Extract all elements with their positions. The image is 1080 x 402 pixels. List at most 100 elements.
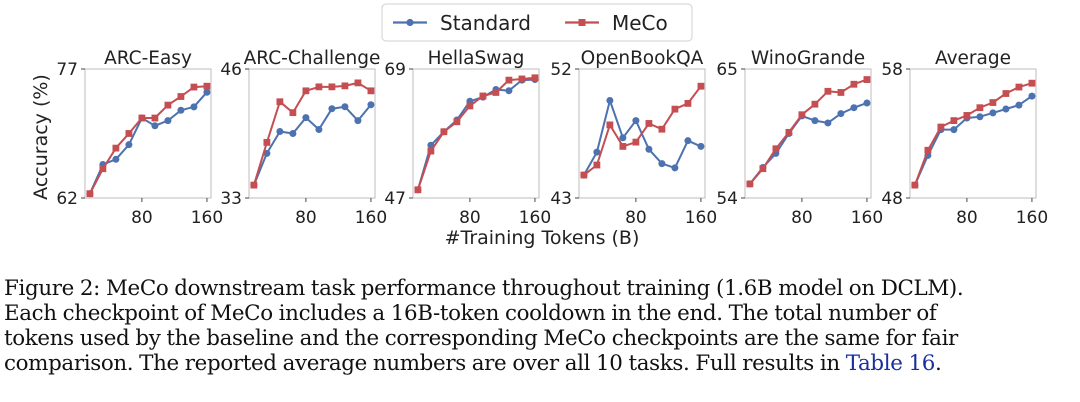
legend-standard-marker <box>406 18 414 27</box>
meco-point <box>466 102 474 110</box>
legend: Standard MeCo <box>381 3 693 42</box>
standard-point <box>289 130 297 137</box>
meco-point <box>759 165 767 173</box>
standard-point <box>354 117 362 125</box>
standard-point <box>190 103 198 111</box>
standard-point <box>1028 92 1036 100</box>
meco-point <box>354 79 362 87</box>
meco-point <box>164 101 172 109</box>
panel-frame <box>909 68 1037 199</box>
meco-point <box>414 186 422 194</box>
meco-point <box>811 100 819 108</box>
meco-point <box>341 82 349 90</box>
standard-point <box>632 117 640 125</box>
caption-line-3: tokens used by the baseline and the corr… <box>4 326 958 351</box>
standard-point <box>1015 101 1023 109</box>
standard-point <box>315 126 323 134</box>
y-axis-label: Accuracy (%) <box>30 74 52 200</box>
meco-point <box>151 114 159 122</box>
y-tick-label: 52 <box>550 60 572 80</box>
y-tick-label: 65 <box>716 60 738 80</box>
meco-point <box>531 74 539 82</box>
caption-line-2: Each checkpoint of MeCo includes a 16B-t… <box>4 301 937 326</box>
y-tick-label: 62 <box>56 189 78 209</box>
panel-title: OpenBookQA <box>581 48 704 69</box>
meco-point <box>99 165 107 173</box>
x-tick-label: 80 <box>459 208 481 228</box>
meco-point <box>367 87 375 95</box>
meco-point <box>911 181 919 189</box>
standard-point <box>671 164 679 172</box>
panel-arc-challenge: ARC-Challenge 33 46 80 160 <box>220 48 387 228</box>
x-tick-label: 160 <box>191 208 223 228</box>
y-tick-label: 77 <box>56 60 78 80</box>
meco-point <box>479 92 487 100</box>
standard-point <box>658 160 666 168</box>
meco-point <box>1015 83 1023 91</box>
panel-title: ARC-Easy <box>104 48 192 69</box>
figure-caption: Figure 2: MeCo downstream task performan… <box>4 276 1076 376</box>
standard-point <box>606 97 614 105</box>
y-tick-label: 46 <box>220 60 242 80</box>
meco-line <box>749 78 868 185</box>
meco-point <box>619 143 627 150</box>
panel-frame <box>578 68 706 199</box>
panel-title: Average <box>935 48 1011 69</box>
x-tick-label: 160 <box>685 208 717 228</box>
legend-meco-label: MeCo <box>612 11 668 35</box>
meco-point <box>177 93 185 100</box>
meco-point <box>785 128 793 136</box>
meco-point <box>203 82 211 90</box>
x-tick-label: 80 <box>131 208 153 228</box>
x-tick-label: 80 <box>295 208 317 228</box>
meco-line <box>416 76 535 191</box>
y-tick-label: 54 <box>716 189 738 209</box>
standard-line <box>583 99 702 176</box>
standard-line <box>88 91 208 195</box>
meco-line <box>583 85 702 176</box>
standard-point <box>863 99 871 107</box>
meco-line <box>89 85 207 195</box>
standard-point <box>976 113 984 121</box>
meco-point <box>263 139 271 146</box>
meco-point <box>593 161 601 169</box>
y-tick-label: 47 <box>384 189 406 209</box>
caption-end: . <box>934 351 942 376</box>
meco-point <box>671 105 679 113</box>
standard-point <box>112 155 120 163</box>
standard-point <box>824 119 832 127</box>
y-tick-label: 69 <box>384 60 406 80</box>
meco-point <box>850 80 858 88</box>
meco-point <box>86 190 94 198</box>
standard-point <box>276 128 284 136</box>
meco-point <box>798 111 806 119</box>
meco-point <box>863 76 871 83</box>
legend-meco-marker <box>578 19 586 26</box>
y-tick-label: 58 <box>881 60 903 80</box>
meco-point <box>746 180 754 188</box>
meco-point <box>427 147 435 155</box>
meco-line <box>913 82 1033 186</box>
standard-point <box>645 145 653 153</box>
meco-point <box>315 83 323 91</box>
meco-point <box>276 98 284 106</box>
meco-point <box>658 125 666 133</box>
caption-line-1: Figure 2: MeCo downstream task performan… <box>4 276 964 301</box>
meco-point <box>963 112 971 119</box>
meco-point <box>328 83 336 91</box>
standard-point <box>367 101 375 109</box>
meco-point <box>518 75 526 83</box>
standard-point <box>697 142 705 150</box>
meco-point <box>632 138 640 146</box>
caption-line-4-text: comparison. The reported average numbers… <box>4 351 846 376</box>
meco-point <box>250 181 258 189</box>
meco-point <box>606 121 614 129</box>
panel-frame <box>412 68 540 199</box>
meco-point <box>684 100 692 107</box>
y-tick-label: 43 <box>550 189 572 209</box>
meco-point <box>937 123 945 131</box>
standard-point <box>151 122 159 130</box>
meco-point <box>190 83 198 91</box>
table-16-link[interactable]: Table 16 <box>845 351 936 376</box>
standard-line <box>749 102 868 185</box>
